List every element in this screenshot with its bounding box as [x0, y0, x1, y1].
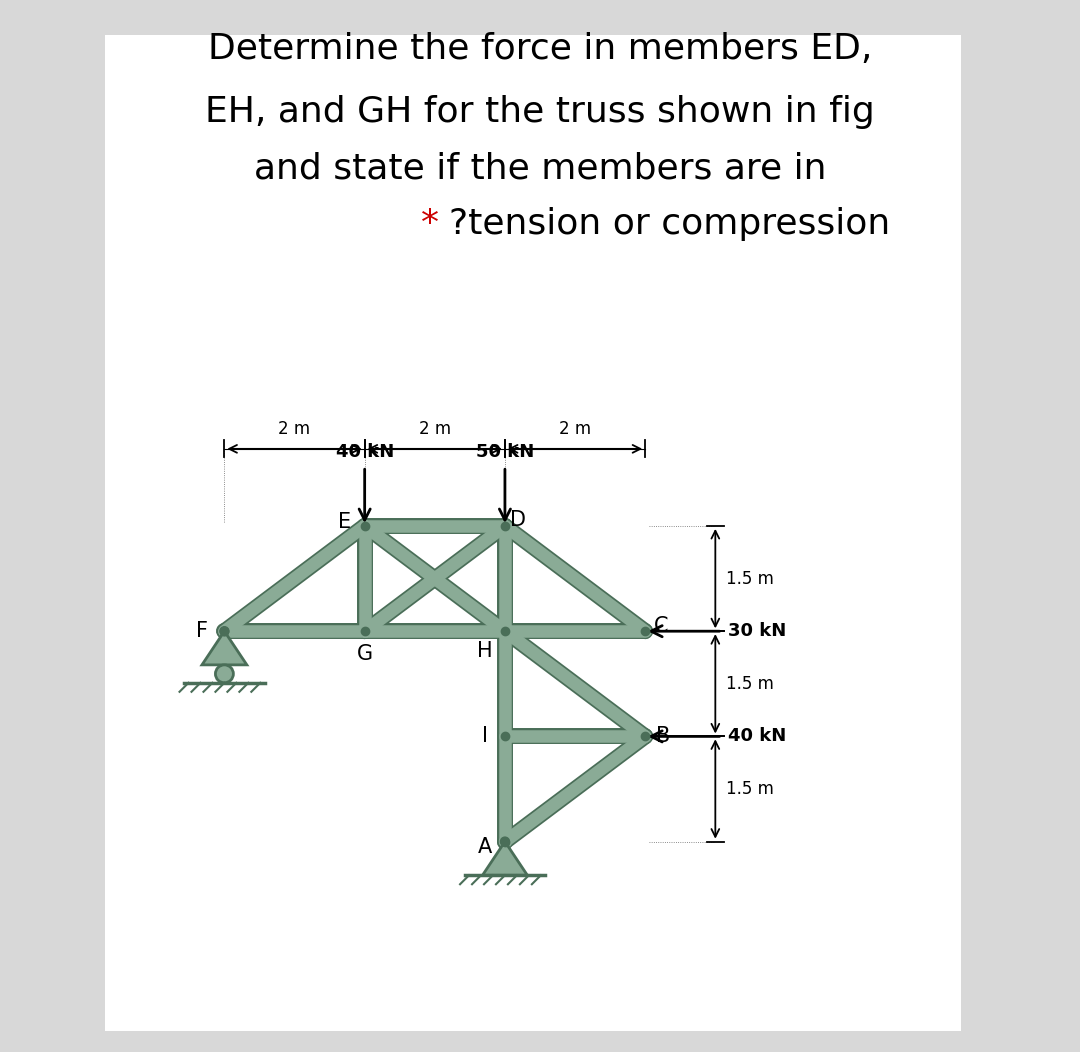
Text: D: D — [510, 510, 526, 530]
Text: G: G — [356, 644, 373, 664]
Circle shape — [215, 665, 233, 683]
Text: Determine the force in members ED,: Determine the force in members ED, — [207, 33, 873, 66]
Polygon shape — [483, 842, 527, 875]
Text: and state if the members are in: and state if the members are in — [254, 151, 826, 185]
Text: 1.5 m: 1.5 m — [726, 569, 773, 588]
Text: 2 m: 2 m — [419, 421, 450, 439]
Text: 1.5 m: 1.5 m — [726, 780, 773, 798]
Text: 40 kN: 40 kN — [336, 443, 394, 461]
Text: B: B — [656, 726, 670, 747]
Text: 2 m: 2 m — [559, 421, 591, 439]
Text: 40 kN: 40 kN — [728, 727, 786, 746]
Text: *: * — [421, 207, 438, 241]
Text: A: A — [478, 837, 492, 857]
Text: H: H — [477, 641, 494, 661]
Text: 50 kN: 50 kN — [476, 443, 534, 461]
Text: E: E — [338, 512, 352, 532]
Text: I: I — [483, 726, 488, 747]
Circle shape — [220, 627, 229, 635]
Text: 1.5 m: 1.5 m — [726, 674, 773, 693]
FancyBboxPatch shape — [105, 35, 961, 1031]
Text: F: F — [195, 621, 208, 642]
Text: ?tension or compression: ?tension or compression — [449, 207, 890, 241]
Circle shape — [500, 837, 510, 846]
Polygon shape — [202, 631, 247, 665]
Text: C: C — [653, 615, 667, 635]
Text: 30 kN: 30 kN — [728, 622, 786, 641]
Text: EH, and GH for the truss shown in fig: EH, and GH for the truss shown in fig — [205, 96, 875, 129]
Text: 2 m: 2 m — [279, 421, 311, 439]
